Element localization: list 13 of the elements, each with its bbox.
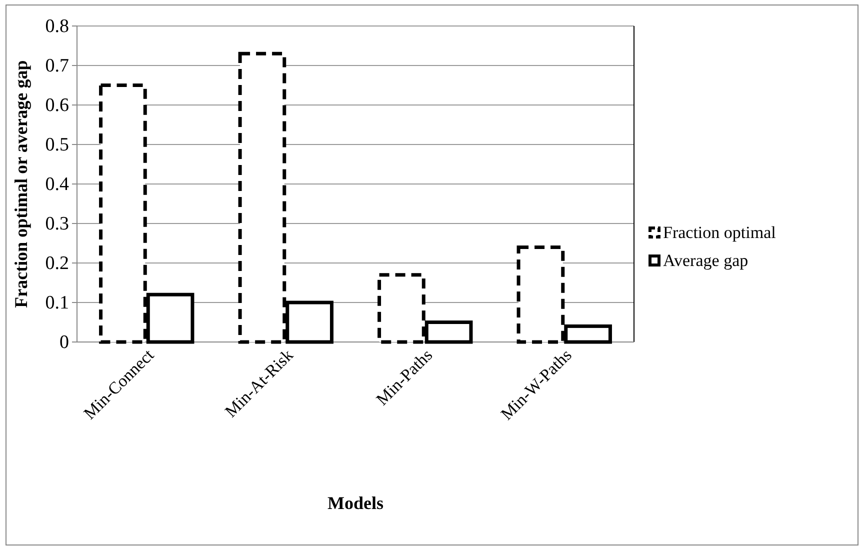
legend-label: Fraction optimal [663, 223, 776, 242]
y-axis-title: Fraction optimal or average gap [11, 60, 31, 308]
legend-label: Average gap [663, 251, 748, 270]
y-tick-label: 0.5 [45, 134, 69, 156]
x-axis-title: Models [328, 493, 384, 513]
y-tick-label: 0.8 [45, 16, 69, 38]
y-tick-label: 0.6 [45, 95, 69, 116]
y-tick-label: 0.1 [45, 292, 69, 314]
y-tick-label: 0 [60, 332, 69, 354]
y-tick-label: 0.3 [45, 214, 69, 235]
y-tick-label: 0.7 [45, 56, 69, 77]
y-tick-label: 0.4 [45, 174, 70, 196]
y-tick-label: 0.2 [45, 253, 69, 274]
